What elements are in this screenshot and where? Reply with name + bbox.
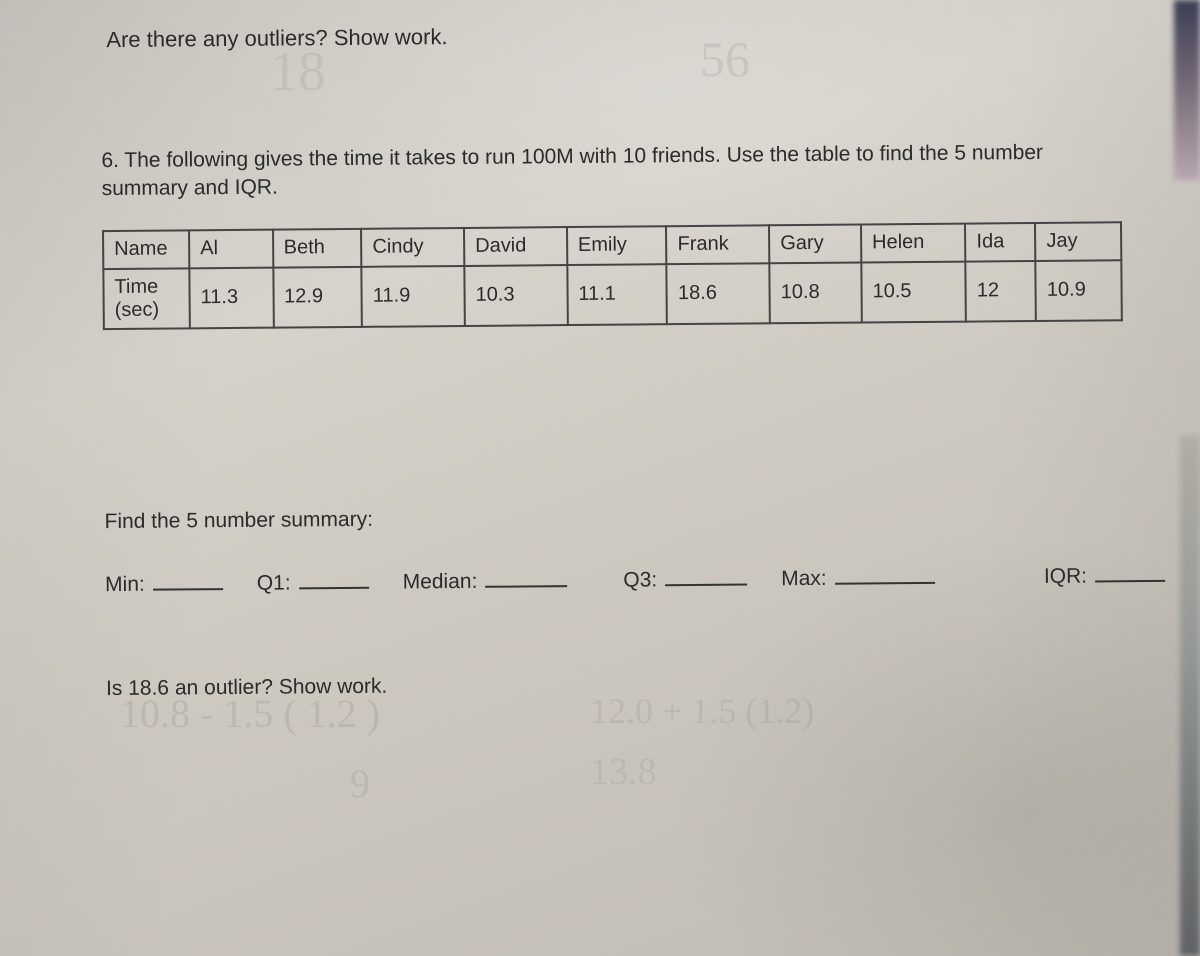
table-cell: 10.9 xyxy=(1036,260,1122,321)
table-cell: 12 xyxy=(966,261,1037,322)
table-col-header: Gary xyxy=(769,224,861,263)
table-header-time: Time (sec) xyxy=(103,268,190,329)
median-label: Median: xyxy=(403,570,478,595)
table-cell: 10.5 xyxy=(861,261,966,322)
iqr-label: IQR: xyxy=(1044,564,1087,588)
outlier-question: Is 18.6 an outlier? Show work. xyxy=(106,668,1166,701)
table-cell: 10.3 xyxy=(464,265,567,326)
find-summary-label: Find the 5 number summary: xyxy=(104,501,1164,534)
q3-blank xyxy=(665,562,747,586)
table-col-header: Ida xyxy=(965,223,1035,262)
max-label: Max: xyxy=(781,567,827,591)
table-values-row: Time (sec) 11.3 12.9 11.9 10.3 11.1 18.6… xyxy=(103,260,1121,329)
table-cell: 11.9 xyxy=(362,266,465,327)
table-cell: 11.1 xyxy=(567,264,667,325)
table-col-header: Emily xyxy=(567,226,667,265)
pencil-scribble: 9 xyxy=(350,760,370,807)
table-cell: 10.8 xyxy=(769,262,861,323)
table-col-header: Jay xyxy=(1035,222,1121,261)
q3-label: Q3: xyxy=(623,568,657,592)
pencil-scribble: 13.8 xyxy=(590,750,657,794)
table-header-name: Name xyxy=(103,230,189,269)
worksheet-page: Are there any outliers? Show work. 6. Th… xyxy=(0,0,1200,702)
table-col-header: Beth xyxy=(273,229,362,268)
min-label: Min: xyxy=(105,573,145,597)
min-blank xyxy=(153,567,223,591)
prev-question-text: Are there any outliers? Show work. xyxy=(106,18,1160,53)
iqr-blank xyxy=(1095,559,1165,583)
q1-blank xyxy=(298,565,368,589)
table-col-header: Al xyxy=(189,229,273,268)
table-col-header: David xyxy=(464,227,567,266)
table-col-header: Frank xyxy=(666,225,769,264)
table-col-header: Helen xyxy=(861,223,966,262)
table-cell: 11.3 xyxy=(189,267,273,328)
data-table: Name Al Beth Cindy David Emily Frank Gar… xyxy=(102,221,1123,330)
summary-row: Min: Q1: Median: Q3: Max: IQR: xyxy=(105,559,1165,597)
q1-label: Q1: xyxy=(257,571,291,595)
table-cell: 18.6 xyxy=(667,263,770,324)
max-blank xyxy=(835,561,935,585)
table-cell: 12.9 xyxy=(273,267,362,328)
question-6-text: 6. The following gives the time it takes… xyxy=(101,138,1111,203)
table-col-header: Cindy xyxy=(361,228,464,267)
median-blank xyxy=(485,564,567,588)
